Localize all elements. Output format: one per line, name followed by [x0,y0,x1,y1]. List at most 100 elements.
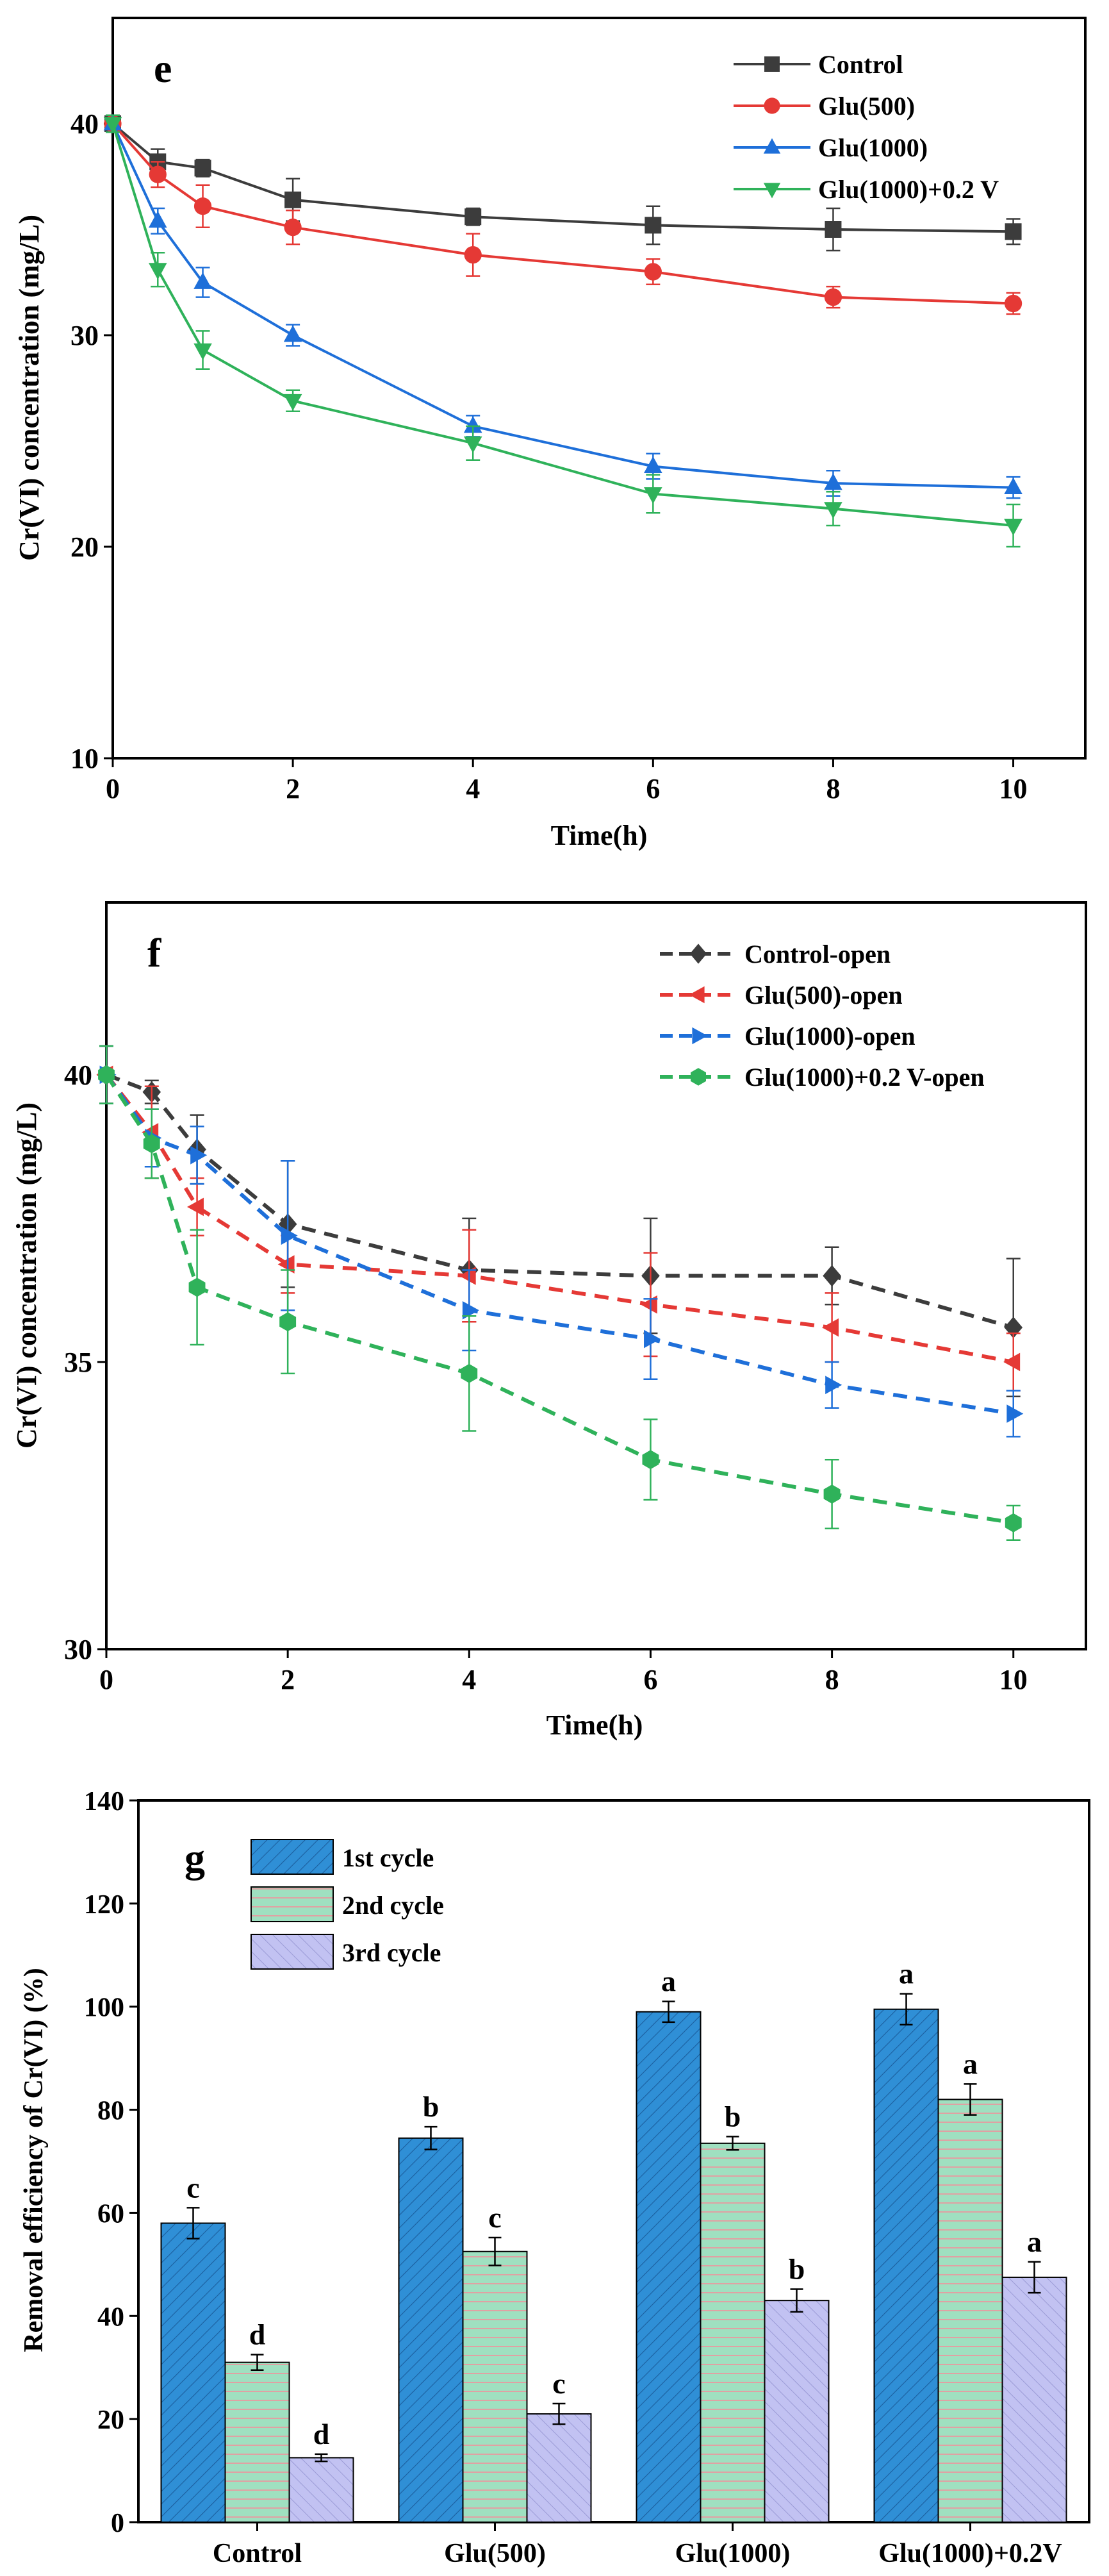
e-data-point [463,436,482,453]
e-y-tick-label: 20 [70,531,99,563]
g-significance-label: d [313,2418,330,2450]
panel-g-frame [137,1799,1090,2523]
panel-e-y-axis-label: Cr(VI) concentration (mg/L) [13,215,45,561]
e-data-point [148,211,167,228]
g-bar-hatch [873,2008,939,2523]
e-data-point [284,219,302,237]
panel-f-y-axis-label: Cr(VI) concentration (mg/L) [11,1102,42,1449]
g-legend-label: 3rd cycle [342,1938,441,1967]
e-series-line [111,122,1014,305]
panel-f-legend: Control-open Glu(500)-open Glu(1000)-open G… [660,940,985,1092]
e-data-point [464,245,482,264]
g-y-tick-label: 60 [97,2199,124,2229]
f-series-line [104,1074,1014,1525]
e-y-tick-label: 30 [70,320,99,351]
f-data-point [281,1226,298,1245]
g-significance-label: d [249,2318,266,2351]
f-legend-marker [689,986,705,1004]
f-data-point [190,1146,208,1165]
e-y-tick-label: 40 [70,108,99,140]
f-data-point [1004,1317,1023,1339]
f-data-point [459,1267,476,1285]
e-x-tick-label: 4 [466,773,480,804]
e-series-glu-1000- [103,113,1023,499]
g-y-tick-label: 140 [84,1787,124,1816]
e-data-point [824,473,842,490]
g-bar-hatch [526,2413,592,2523]
g-bar-hatch [937,2098,1003,2523]
panel-e: e Cr(VI) concentration (mg/L) Time(h) 0 2… [13,17,1087,851]
e-data-point [644,487,662,504]
e-legend-marker [763,138,781,154]
f-x-tick-label: 0 [99,1664,113,1695]
panel-g-label: g [185,1835,205,1881]
f-legend-label: Control-open [744,940,891,968]
e-x-tick-label: 10 [999,773,1028,804]
g-y-tick-label: 20 [97,2406,124,2435]
g-y-tick-label: 0 [111,2509,124,2538]
e-series-line [111,123,1014,527]
f-series-line [105,1072,1014,1330]
e-data-point [825,221,842,238]
panel-f-x-axis-label: Time(h) [546,1709,643,1741]
f-y-tick-label: 35 [64,1347,92,1378]
e-data-point [283,325,302,342]
e-legend-label: Glu(1000)+0.2 V [818,175,999,204]
panel-g-legend: 1st cycle 2nd cycle 3rd cycle [251,1839,444,1970]
f-x-tick-label: 8 [825,1664,839,1695]
panel-e-x-axis-label: Time(h) [551,820,648,851]
g-significance-label: c [488,2201,501,2234]
e-y-tick-label: 10 [70,743,99,774]
e-data-point [1004,519,1023,536]
panel-g-ticks: 0 20 40 60 80 100 120 140 Control Glu(500) Glu(100… [84,1787,1062,2568]
g-bar-hatch [462,2250,528,2523]
g-bar-hatch [288,2457,354,2523]
e-legend-label: Glu(500) [818,92,915,120]
panel-e-frame [111,17,1087,760]
f-legend-label: Glu(1000)+0.2 V-open [744,1063,985,1092]
e-x-tick-label: 2 [286,773,300,804]
e-data-point [149,165,167,183]
e-legend-label: Glu(1000) [818,133,928,162]
g-significance-label: a [963,2047,978,2080]
g-significance-label: b [789,2252,805,2285]
g-bar-hatch [636,2011,702,2523]
panel-e-ticks: 0 2 4 6 8 10 10 20 30 40 [70,108,1028,804]
e-data-point [148,263,167,280]
f-data-point [1005,1513,1022,1533]
f-y-tick-label: 30 [64,1634,92,1665]
e-data-point [464,208,482,226]
e-data-point [824,288,842,306]
g-y-tick-label: 40 [97,2302,124,2332]
f-data-point [821,1318,839,1337]
g-legend-swatch-hatch [251,1839,334,1875]
g-significance-label: a [899,1957,914,1990]
e-data-point [824,502,842,519]
g-significance-label: b [423,2090,439,2123]
g-category-label: Control [213,2539,302,2568]
f-data-point [279,1312,297,1332]
e-x-tick-label: 8 [826,773,840,804]
f-data-point [644,1329,661,1349]
f-series-control-open [97,1045,1023,1397]
panel-f-series [96,1045,1024,1541]
f-series-line [104,1073,1014,1364]
g-significance-label: a [1027,2225,1042,2258]
e-data-point [283,394,302,411]
g-bar-hatch [224,2361,290,2523]
f-x-tick-label: 2 [281,1664,295,1695]
f-data-point [462,1300,479,1320]
g-significance-label: c [186,2171,199,2204]
panel-g-y-axis-label: Removal efficiency of Cr(VI) (%) [19,1968,49,2352]
g-legend-label: 2nd cycle [342,1891,444,1920]
e-legend-label: Control [818,50,903,79]
g-category-label: Glu(500) [444,2539,546,2568]
g-category-label: Glu(1000) [675,2539,791,2568]
f-series-glu-1000-open [99,1045,1024,1438]
f-legend-label: Glu(500)-open [744,981,903,1010]
e-data-point [463,416,482,433]
f-data-point [1003,1352,1021,1372]
g-y-tick-label: 100 [84,1993,124,2023]
f-data-point [642,1450,659,1470]
f-data-point [98,1065,115,1084]
